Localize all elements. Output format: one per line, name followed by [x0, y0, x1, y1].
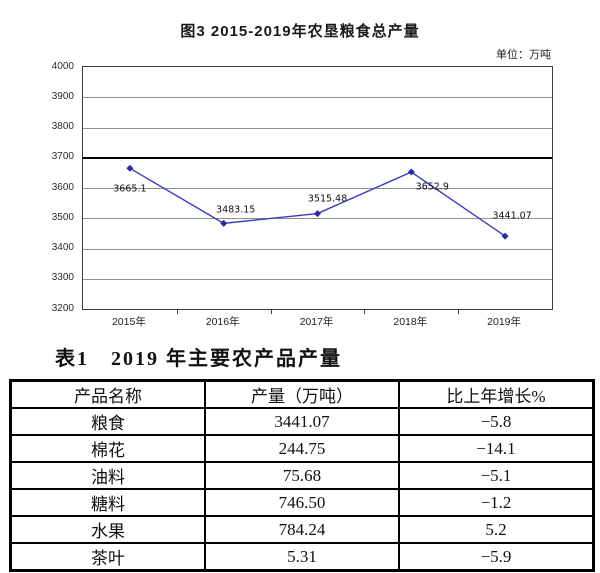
y-axis-tick-label: 4000 [51, 60, 74, 72]
table-header-cell: 比上年增长% [399, 381, 593, 408]
gridline [83, 127, 552, 129]
data-point-label: 3483.15 [216, 204, 256, 216]
chart-title: 图3 2015-2019年农垦粮食总产量 [180, 23, 420, 40]
table-header-cell: 产量（万吨） [205, 381, 399, 408]
table-row: 油料 75.68 −5.1 [11, 462, 593, 489]
table-body: 粮食 3441.07 −5.8 棉花 244.75 −14.1 油料 75.68 −5.1 糖料 7… [11, 408, 593, 570]
table-title: 表1 2019 年主要农产品产量 [55, 348, 342, 370]
table-row: 茶叶 5.31 −5.9 [11, 543, 593, 570]
data-point-marker [501, 232, 509, 240]
data-point-label: 3652.9 [415, 181, 449, 193]
table-cell: 75.68 [205, 462, 399, 489]
gridline [83, 188, 552, 189]
x-axis-tick-label: 2015年 [111, 316, 146, 328]
table-cell: 棉花 [11, 435, 205, 462]
plot-area: 3665.1 3483.15 3515.48 3652.9 3441.07 [82, 66, 553, 314]
gridline [83, 156, 552, 159]
data-point-marker [220, 219, 228, 227]
table-header-cell: 产品名称 [11, 381, 205, 408]
table-row: 糖料 746.50 −1.2 [11, 489, 593, 516]
table-cell: 3441.07 [205, 408, 399, 435]
y-axis-tick-label: 3300 [51, 272, 74, 284]
y-axis-tick-label: 3800 [51, 121, 74, 132]
table-cell: 784.24 [205, 516, 399, 543]
table-header-row: 产品名称 产量（万吨） 比上年增长% [11, 381, 593, 408]
y-axis-tick-label: 3900 [51, 90, 74, 102]
gridline [83, 278, 552, 280]
y-axis-tick-label: 3700 [51, 151, 74, 163]
gridline [83, 218, 552, 220]
table-cell: 746.50 [205, 489, 399, 516]
table-cell: 茶叶 [11, 543, 205, 570]
x-axis-tick-label: 2016年 [205, 316, 240, 328]
table-cell: 油料 [11, 462, 205, 489]
x-axis-tick [458, 309, 460, 314]
x-axis-tick-label: 2018年 [393, 316, 428, 328]
x-axis-tick-label: 2017年 [299, 316, 334, 328]
data-point-marker [407, 168, 415, 176]
data-point-label: 3441.07 [492, 210, 532, 222]
table-cell: 5.2 [399, 516, 593, 543]
data-point-label: 3665.1 [113, 183, 147, 195]
x-axis-tick [364, 309, 366, 314]
data-point-marker [314, 210, 321, 218]
table-cell: −5.9 [399, 543, 593, 570]
gridline [83, 248, 552, 250]
y-axis-tick-label: 3500 [51, 211, 74, 223]
table-cell: 5.31 [205, 543, 399, 570]
products-table: 产品名称 产量（万吨） 比上年增长% 粮食 3441.07 −5.8 棉花 244.75 −1… [9, 379, 595, 572]
table-cell: 244.75 [205, 435, 399, 462]
x-axis-tick-label: 2019年 [487, 316, 522, 328]
table-cell: −5.8 [399, 408, 593, 435]
gridline [83, 97, 552, 99]
y-axis-tick-label: 3200 [51, 302, 74, 314]
chart-unit-label: 单位：万吨 [496, 49, 551, 61]
series-plot [126, 164, 509, 240]
table-cell: −5.1 [399, 462, 593, 489]
table-row: 水果 784.24 5.2 [11, 516, 593, 543]
data-point-label: 3515.48 [307, 193, 348, 205]
table-cell: −14.1 [399, 435, 593, 462]
x-axis-tick [270, 309, 272, 314]
y-axis-tick-label: 3400 [51, 242, 74, 253]
table-cell: 水果 [11, 516, 205, 543]
table-cell: 糖料 [11, 489, 205, 516]
x-axis-tick [176, 309, 178, 314]
data-point-marker [126, 164, 134, 172]
y-axis-tick-label: 3600 [51, 181, 74, 193]
table-cell: −1.2 [399, 489, 593, 516]
table-cell: 粮食 [11, 408, 205, 435]
table-row: 粮食 3441.07 −5.8 [11, 408, 593, 435]
table-row: 棉花 244.75 −14.1 [11, 435, 593, 462]
